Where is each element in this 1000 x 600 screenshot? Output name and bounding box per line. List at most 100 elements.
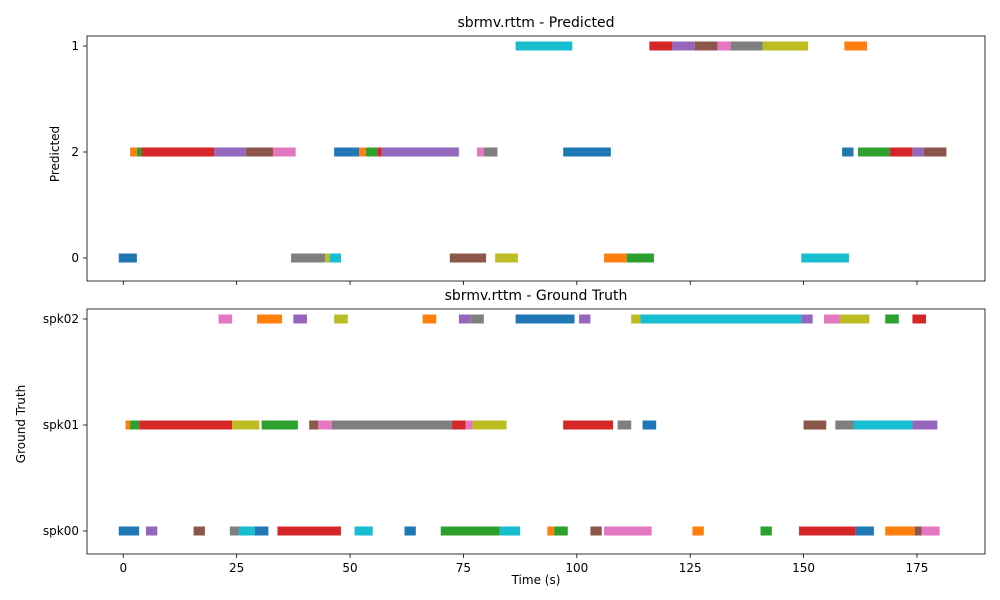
- segment-spk02-13: [839, 314, 870, 324]
- y-tick-label: spk02: [43, 312, 79, 326]
- segment-spk02-11: [801, 314, 813, 324]
- segment-spk01-17: [912, 420, 938, 430]
- segment-0-7: [626, 253, 654, 263]
- segment-spk01-0: [125, 420, 131, 430]
- ground-truth-segments: [118, 314, 940, 536]
- segment-1-4: [717, 41, 732, 51]
- segment-spk00-19: [885, 526, 915, 536]
- segment-spk02-12: [823, 314, 840, 324]
- segment-1-3: [694, 41, 718, 51]
- ground-truth-plot-frame: [86, 308, 986, 555]
- segment-spk02-7: [515, 314, 575, 324]
- segment-spk00-21: [921, 526, 940, 536]
- segment-2-11: [477, 147, 484, 157]
- segment-spk00-18: [855, 526, 874, 536]
- predicted-plot-frame: [86, 35, 986, 282]
- segment-1-5: [731, 41, 763, 51]
- segment-spk02-2: [293, 314, 307, 324]
- segment-2-0: [130, 147, 137, 157]
- segment-0-4: [449, 253, 487, 263]
- segment-spk02-10: [640, 314, 802, 324]
- segment-spk02-15: [912, 314, 927, 324]
- segment-spk02-0: [218, 314, 233, 324]
- x-tick-label: 125: [679, 561, 702, 575]
- segment-1-2: [672, 41, 695, 51]
- segment-spk00-3: [229, 526, 239, 536]
- y-tick-label: spk00: [43, 524, 79, 538]
- segment-2-10: [381, 147, 459, 157]
- segment-1-1: [649, 41, 673, 51]
- segment-1-0: [515, 41, 573, 51]
- segment-0-8: [801, 253, 849, 263]
- segment-0-5: [495, 253, 518, 263]
- segment-2-15: [858, 147, 890, 157]
- segment-spk00-2: [193, 526, 205, 536]
- segment-2-13: [563, 147, 611, 157]
- segment-spk01-4: [261, 420, 298, 430]
- x-tick-label: 150: [792, 561, 815, 575]
- segment-2-17: [912, 147, 924, 157]
- segment-0-0: [118, 253, 137, 263]
- segment-0-3: [329, 253, 341, 263]
- segment-spk00-17: [799, 526, 856, 536]
- predicted-panel: sbrmv.rttm - Predicted Predicted 1 2 0: [48, 15, 986, 285]
- segment-spk01-10: [472, 420, 507, 430]
- y-tick-label: 2: [71, 145, 79, 159]
- predicted-x-ticks: [122, 281, 918, 285]
- segment-2-3: [213, 147, 246, 157]
- segment-spk00-14: [604, 526, 652, 536]
- segment-spk01-1: [130, 420, 140, 430]
- segment-spk00-0: [118, 526, 140, 536]
- y-tick-label: 1: [71, 39, 79, 53]
- segment-2-14: [842, 147, 854, 157]
- segment-spk00-9: [440, 526, 500, 536]
- segment-spk00-4: [238, 526, 255, 536]
- ground-truth-ylabel: Ground Truth: [14, 385, 28, 463]
- segment-2-4: [245, 147, 273, 157]
- segment-spk01-7: [331, 420, 453, 430]
- segment-spk02-14: [885, 314, 899, 324]
- predicted-ylabel: Predicted: [48, 126, 62, 182]
- x-tick-label: 75: [456, 561, 471, 575]
- segment-spk00-1: [145, 526, 158, 536]
- segment-2-18: [923, 147, 947, 157]
- segment-2-16: [889, 147, 913, 157]
- segment-2-5: [272, 147, 296, 157]
- segment-2-2: [141, 147, 214, 157]
- segment-spk01-14: [803, 420, 827, 430]
- segment-spk02-5: [458, 314, 471, 324]
- segment-spk01-8: [452, 420, 466, 430]
- segment-spk01-12: [617, 420, 632, 430]
- segment-spk02-9: [631, 314, 641, 324]
- segment-spk00-8: [404, 526, 416, 536]
- segment-spk02-8: [579, 314, 591, 324]
- segment-1-7: [844, 41, 868, 51]
- segment-spk01-6: [318, 420, 332, 430]
- segment-spk00-16: [760, 526, 772, 536]
- segment-0-6: [604, 253, 627, 263]
- segment-2-8: [365, 147, 378, 157]
- segment-spk00-13: [590, 526, 602, 536]
- ground-truth-title: sbrmv.rttm - Ground Truth: [445, 288, 628, 304]
- ground-truth-y-ticks: spk02 spk01 spk00: [43, 312, 87, 538]
- segment-spk00-5: [254, 526, 269, 536]
- segment-2-12: [483, 147, 498, 157]
- segment-spk01-16: [853, 420, 913, 430]
- ground-truth-x-ticks: 0 25 50 75 100 125 150 175: [119, 554, 928, 575]
- segment-spk02-1: [257, 314, 283, 324]
- segment-spk01-15: [835, 420, 854, 430]
- segment-spk01-9: [465, 420, 473, 430]
- x-tick-label: 0: [119, 561, 127, 575]
- segment-spk02-4: [422, 314, 437, 324]
- segment-2-7: [359, 147, 366, 157]
- segment-spk01-2: [139, 420, 233, 430]
- predicted-segments: [118, 41, 947, 263]
- segment-1-6: [762, 41, 809, 51]
- ground-truth-panel: sbrmv.rttm - Ground Truth Ground Truth T…: [14, 288, 986, 587]
- x-tick-label: 50: [342, 561, 357, 575]
- x-axis-label: Time (s): [511, 573, 561, 587]
- x-tick-label: 25: [229, 561, 244, 575]
- segment-spk01-5: [309, 420, 319, 430]
- segment-0-1: [291, 253, 326, 263]
- segment-spk00-10: [499, 526, 521, 536]
